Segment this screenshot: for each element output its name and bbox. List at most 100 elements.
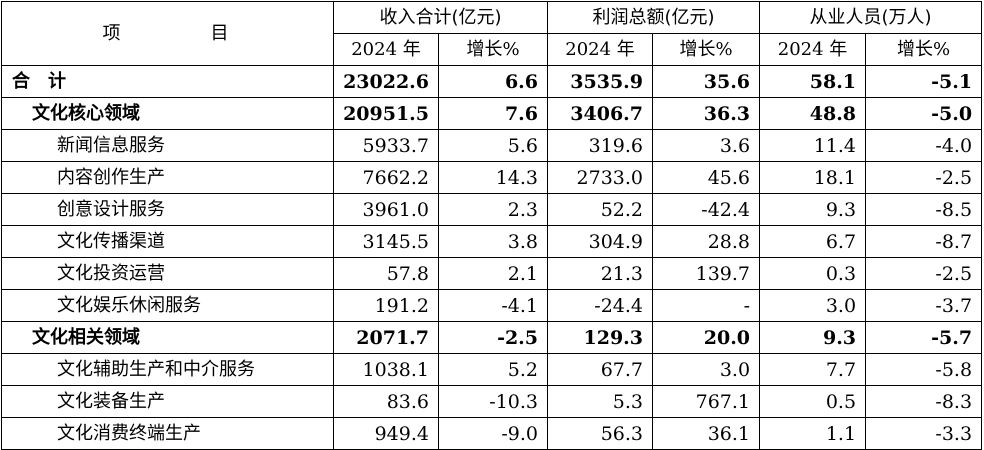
value-cell: 9.3	[759, 193, 867, 226]
value-cell: 9.3	[759, 321, 867, 354]
value-cell: 949.4	[333, 417, 439, 450]
value-cell: 18.1	[759, 161, 867, 194]
value-cell: 0.3	[759, 257, 867, 290]
value-cell: 767.1	[652, 385, 761, 418]
value-cell: 6.6	[437, 65, 549, 98]
value-cell: 2071.7	[333, 321, 439, 354]
value-cell: -4.1	[437, 289, 549, 322]
value-cell: 5.6	[437, 129, 549, 162]
value-cell: -42.4	[652, 193, 761, 226]
value-cell: 23022.6	[333, 65, 439, 98]
value-cell: 35.6	[652, 65, 761, 98]
value-cell: -4.0	[865, 129, 983, 162]
value-cell: 83.6	[333, 385, 439, 418]
table-row: 文化相关领域 2071.7 -2.5 129.3 20.0 9.3 -5.7	[1, 321, 983, 354]
value-cell: 7.7	[759, 353, 867, 386]
table-row: 文化传播渠道 3145.5 3.8 304.9 28.8 6.7 -8.7	[1, 225, 983, 258]
value-cell: 3406.7	[547, 97, 654, 130]
revenue-growth-header: 增长%	[437, 33, 549, 66]
value-cell: 2733.0	[547, 161, 654, 194]
value-cell: 319.6	[547, 129, 654, 162]
row-label: 文化消费终端生产	[1, 417, 334, 450]
value-cell: -8.7	[865, 225, 983, 258]
value-cell: 36.3	[652, 97, 761, 130]
table-row: 文化装备生产 83.6 -10.3 5.3 767.1 0.5 -8.3	[1, 385, 983, 418]
value-cell: 5.3	[547, 385, 654, 418]
table-row: 创意设计服务 3961.0 2.3 52.2 -42.4 9.3 -8.5	[1, 193, 983, 226]
value-cell: -3.7	[865, 289, 983, 322]
row-label: 文化装备生产	[1, 385, 334, 418]
header-row-groups: 项目 收入合计(亿元) 利润总额(亿元) 从业人员(万人)	[1, 1, 983, 66]
value-cell: 3.0	[652, 353, 761, 386]
value-cell: 7662.2	[333, 161, 439, 194]
value-cell: 3.6	[652, 129, 761, 162]
value-cell: -5.1	[865, 65, 983, 98]
value-cell: -5.7	[865, 321, 983, 354]
value-cell: 3961.0	[333, 193, 439, 226]
value-cell: 2.1	[437, 257, 549, 290]
value-cell: 21.3	[547, 257, 654, 290]
value-cell: 7.6	[437, 97, 549, 130]
value-cell: 57.8	[333, 257, 439, 290]
table-row: 合计 23022.6 6.6 3535.9 35.6 58.1 -5.1	[1, 65, 983, 98]
value-cell: 2.3	[437, 193, 549, 226]
value-cell: 3145.5	[333, 225, 439, 258]
value-cell: -8.3	[865, 385, 983, 418]
item-header: 项目	[1, 1, 334, 66]
employees-group-header: 从业人员(万人)	[759, 1, 983, 34]
value-cell: -9.0	[437, 417, 549, 450]
table-body: 合计 23022.6 6.6 3535.9 35.6 58.1 -5.1 文化核心领域 2095…	[1, 65, 983, 450]
value-cell: 36.1	[652, 417, 761, 450]
value-cell: 5.2	[437, 353, 549, 386]
value-cell: -8.5	[865, 193, 983, 226]
value-cell: -3.3	[865, 417, 983, 450]
row-label: 文化传播渠道	[1, 225, 334, 258]
table-row: 文化辅助生产和中介服务 1038.1 5.2 67.7 3.0 7.7 -5.8	[1, 353, 983, 386]
value-cell: 52.2	[547, 193, 654, 226]
value-cell: 58.1	[759, 65, 867, 98]
value-cell: -2.5	[865, 257, 983, 290]
value-cell: -24.4	[547, 289, 654, 322]
row-label: 文化核心领域	[1, 97, 334, 130]
employees-growth-header: 增长%	[865, 33, 983, 66]
row-label: 文化相关领域	[1, 321, 334, 354]
row-label: 文化投资运营	[1, 257, 334, 290]
value-cell: -2.5	[865, 161, 983, 194]
value-cell: 11.4	[759, 129, 867, 162]
value-cell: 20.0	[652, 321, 761, 354]
value-cell: 3.0	[759, 289, 867, 322]
value-cell: -	[652, 289, 761, 322]
table-row: 文化核心领域 20951.5 7.6 3406.7 36.3 48.8 -5.0	[1, 97, 983, 130]
profit-growth-header: 增长%	[652, 33, 761, 66]
revenue-group-header: 收入合计(亿元)	[332, 1, 549, 34]
value-cell: 1038.1	[333, 353, 439, 386]
row-label: 合计	[1, 65, 334, 98]
value-cell: 129.3	[547, 321, 654, 354]
value-cell: 6.7	[759, 225, 867, 258]
value-cell: -5.8	[865, 353, 983, 386]
value-cell: 45.6	[652, 161, 761, 194]
value-cell: 28.8	[652, 225, 761, 258]
value-cell: 304.9	[547, 225, 654, 258]
row-label: 新闻信息服务	[1, 129, 334, 162]
value-cell: -2.5	[437, 321, 549, 354]
employees-year-header: 2024 年	[759, 33, 867, 66]
value-cell: 67.7	[547, 353, 654, 386]
value-cell: 0.5	[759, 385, 867, 418]
profit-year-header: 2024 年	[547, 33, 654, 66]
table-row: 内容创作生产 7662.2 14.3 2733.0 45.6 18.1 -2.5	[1, 161, 983, 194]
profit-group-header: 利润总额(亿元)	[547, 1, 761, 34]
revenue-year-header: 2024 年	[333, 33, 439, 66]
value-cell: 14.3	[437, 161, 549, 194]
row-label: 文化辅助生产和中介服务	[1, 353, 334, 386]
value-cell: 20951.5	[333, 97, 439, 130]
table-row: 新闻信息服务 5933.7 5.6 319.6 3.6 11.4 -4.0	[1, 129, 983, 162]
row-label: 内容创作生产	[1, 161, 334, 194]
row-label: 创意设计服务	[1, 193, 334, 226]
value-cell: -10.3	[437, 385, 549, 418]
value-cell: 5933.7	[333, 129, 439, 162]
value-cell: 1.1	[759, 417, 867, 450]
value-cell: 56.3	[547, 417, 654, 450]
value-cell: -5.0	[865, 97, 983, 130]
